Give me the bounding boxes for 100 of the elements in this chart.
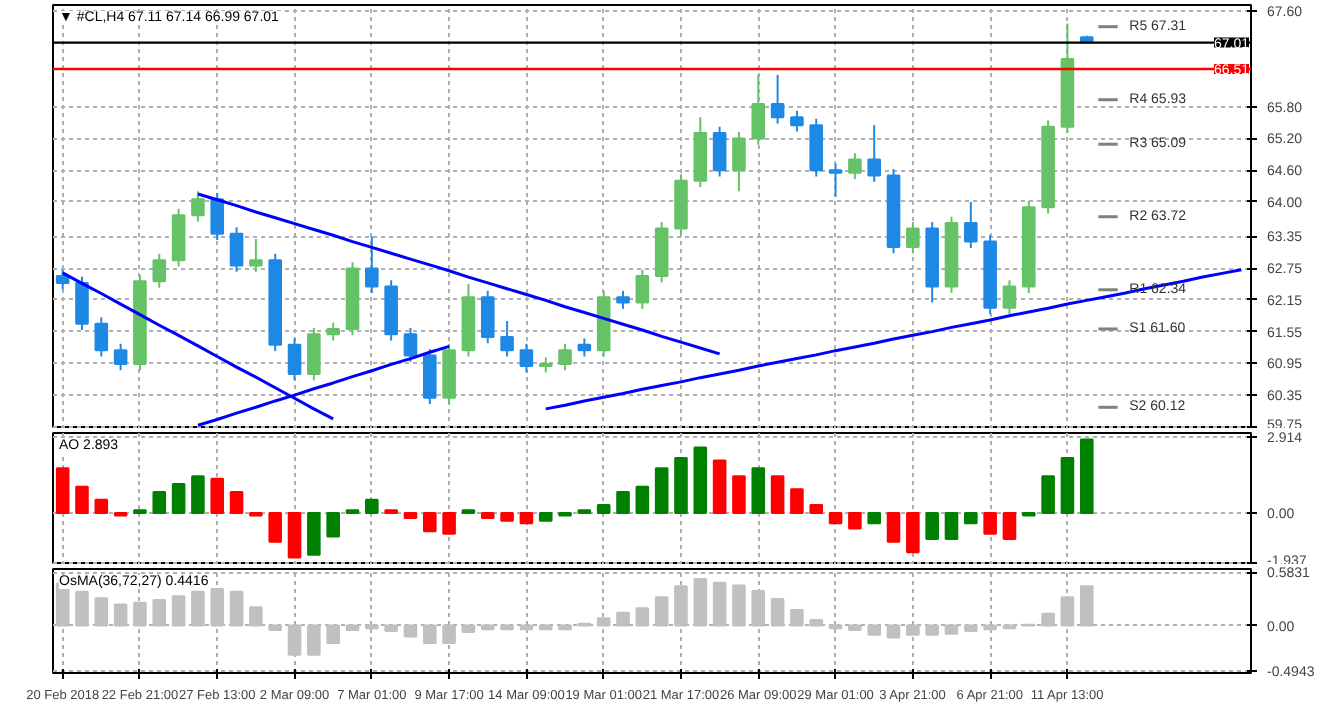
bar <box>751 589 766 627</box>
bar <box>229 490 244 514</box>
candlestick <box>171 207 186 268</box>
bar <box>596 504 611 514</box>
candlestick <box>809 117 824 178</box>
bar <box>307 624 321 656</box>
candlestick <box>442 342 456 406</box>
bar <box>249 606 263 627</box>
candlestick <box>751 73 766 146</box>
bar <box>867 624 882 636</box>
bar <box>886 624 901 639</box>
bar <box>422 511 437 533</box>
bar <box>867 511 882 525</box>
candlestick <box>519 342 534 374</box>
bar <box>654 467 669 514</box>
bar <box>442 511 456 535</box>
bar <box>365 498 379 514</box>
bar <box>809 619 824 627</box>
bar <box>925 511 939 541</box>
candlestick <box>790 109 804 133</box>
bar <box>712 459 727 514</box>
bar <box>345 624 360 632</box>
bar <box>693 446 708 514</box>
candlestick <box>229 226 244 273</box>
bar <box>596 617 611 627</box>
bar <box>635 607 650 627</box>
bar <box>229 590 244 627</box>
candlestick <box>906 221 920 255</box>
bar <box>770 475 785 514</box>
bar <box>307 511 321 556</box>
candlestick <box>1002 279 1017 316</box>
bar <box>790 609 804 627</box>
bar <box>944 624 959 635</box>
bar <box>616 611 630 627</box>
bar <box>983 511 997 535</box>
bar <box>674 585 688 627</box>
bar <box>944 511 959 541</box>
candlestick <box>210 191 225 242</box>
line-series <box>196 192 722 356</box>
bar <box>1041 475 1055 514</box>
candlestick <box>732 131 746 193</box>
bar <box>732 475 746 514</box>
candlestick <box>403 326 418 363</box>
candlestick <box>287 337 302 382</box>
candlestick <box>307 326 321 382</box>
candlestick <box>500 320 514 358</box>
bar <box>75 590 89 627</box>
bar <box>500 511 514 522</box>
candlestick <box>55 268 70 291</box>
bar <box>191 475 205 514</box>
bar <box>732 584 746 627</box>
candlestick <box>635 268 650 310</box>
bar <box>1041 612 1055 627</box>
bar <box>790 488 804 514</box>
bar <box>384 624 398 633</box>
bar <box>55 467 70 514</box>
bar <box>1079 585 1094 627</box>
bar <box>616 490 630 514</box>
bar <box>442 624 456 644</box>
candlestick <box>249 237 263 273</box>
candlestick <box>828 162 843 198</box>
bar <box>326 624 340 644</box>
bar <box>210 588 225 627</box>
bar <box>287 511 302 559</box>
bar <box>770 598 785 627</box>
candlestick <box>152 252 167 289</box>
bar <box>809 504 824 514</box>
bar <box>75 485 89 514</box>
bar <box>1060 596 1075 627</box>
bar <box>422 624 437 644</box>
bar <box>403 511 418 520</box>
candlestick <box>693 116 708 189</box>
line-series <box>544 268 1243 411</box>
bar <box>152 490 167 514</box>
bar <box>654 596 669 627</box>
bar <box>94 498 109 514</box>
bar <box>712 581 727 627</box>
bar <box>191 590 205 627</box>
candlestick <box>384 279 398 342</box>
bar <box>1079 438 1094 514</box>
bar <box>925 624 939 636</box>
candlestick <box>964 200 978 249</box>
bar <box>538 511 553 522</box>
bar <box>152 599 167 627</box>
bar <box>480 511 495 520</box>
candlestick <box>674 173 688 236</box>
bar <box>403 624 418 638</box>
candlestick <box>558 342 572 372</box>
bar <box>94 597 109 627</box>
bar <box>519 511 534 525</box>
bar <box>461 624 476 633</box>
bar <box>906 511 920 554</box>
bar <box>828 511 843 525</box>
bar <box>848 624 862 632</box>
bar <box>1002 511 1017 541</box>
bar <box>674 456 688 514</box>
candlestick <box>365 235 379 294</box>
candlestick <box>191 190 205 223</box>
bar <box>268 511 283 543</box>
candlestick <box>422 348 437 406</box>
